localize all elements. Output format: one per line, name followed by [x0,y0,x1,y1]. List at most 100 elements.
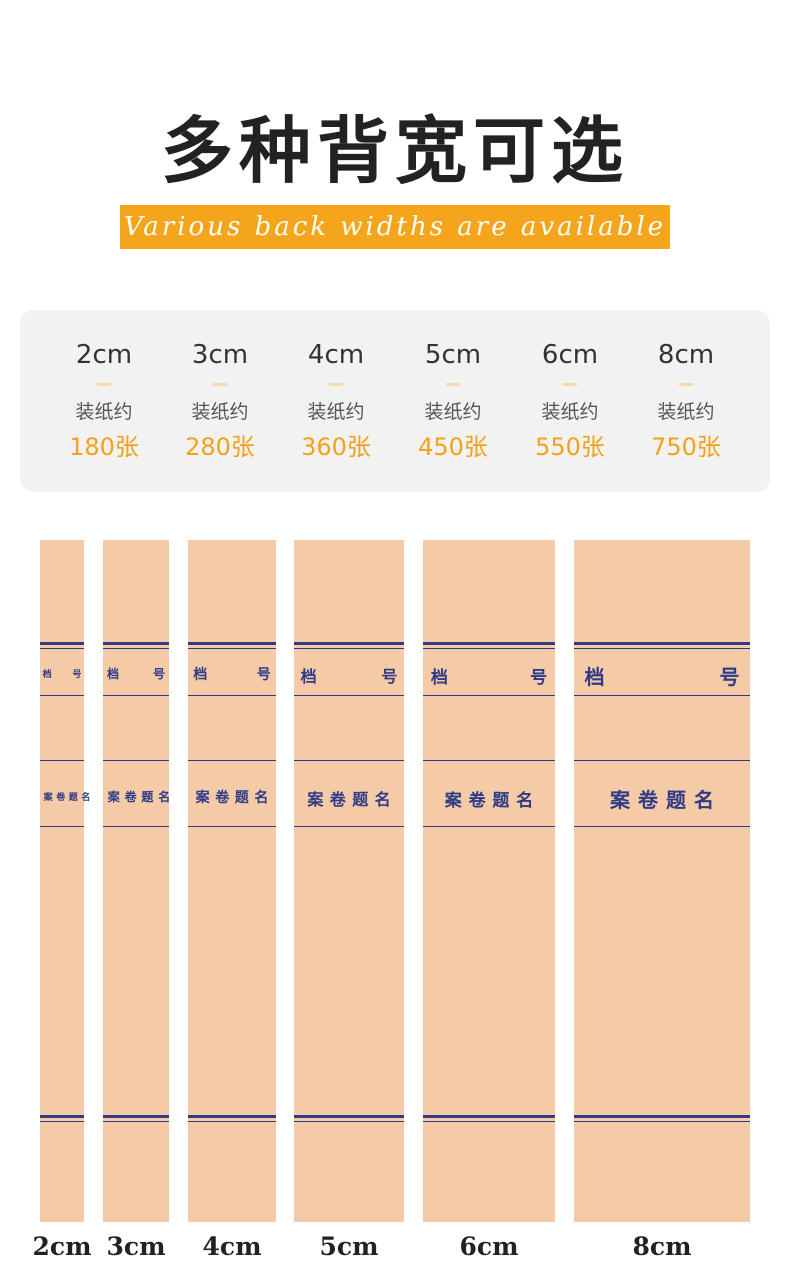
spine-line [40,695,84,696]
divider [563,383,577,386]
spine-line [40,642,84,645]
capacity-label: 装纸约 [541,401,599,423]
capacity-value: 180张 [69,433,139,461]
spine: 档 号案卷题名 [40,540,94,1222]
spine-line [423,648,555,649]
capacity-label: 装纸约 [657,401,715,423]
capacity-value: 750张 [651,433,721,461]
spine-number: 号 [530,667,548,688]
spine-width-label: 3cm [106,1232,166,1261]
width-label: 4cm [307,340,365,370]
spine-line [294,760,404,761]
spine-line [103,648,169,649]
spine-title: 案卷题名 [444,790,540,811]
spine: 档 号案卷题名 [188,540,276,1222]
width-label: 6cm [541,340,599,370]
spine-number: 号 [72,669,82,680]
spine: 档 号案卷题名 [423,540,555,1222]
spine-line [574,648,750,649]
spine-title: 案卷题名 [307,790,397,809]
spine-line [40,760,84,761]
spine-number: 号 [256,667,271,683]
spine-line [423,642,555,645]
spine-line [423,1115,555,1118]
spine-line [40,826,84,827]
capacity-label: 装纸约 [307,401,365,423]
spine-line [423,826,555,827]
spine-line [574,695,750,696]
capacity-label: 装纸约 [424,401,482,423]
spine-line [423,695,555,696]
width-label: 8cm [657,340,715,370]
spine: 档 号案卷题名 [103,540,175,1222]
spine-line [188,1115,276,1118]
spine-line [574,1121,750,1122]
spine-line [574,826,750,827]
capacity-label: 装纸约 [75,401,133,423]
spine-line [294,695,404,696]
spine-line [188,760,276,761]
subtitle-banner: Various back widths are available [120,205,670,249]
divider [446,383,460,386]
spine-line [103,1115,169,1118]
spine-archive: 档 [584,665,605,689]
capacity-value: 550张 [535,433,605,461]
spine-line [574,1115,750,1118]
capacity-value: 450张 [418,433,488,461]
spine-archive: 档 [430,667,448,688]
title: 多种背宽可选 [160,109,629,193]
spine-title: 案卷题名 [610,788,722,812]
spine-line [188,648,276,649]
capacity-value: 280张 [185,433,255,461]
spine-line [103,695,169,696]
spine-line [103,760,169,761]
spine-number: 号 [153,667,166,681]
spine: 档 号案卷题名 [574,540,750,1222]
divider [97,383,111,386]
spine-line [103,1121,169,1122]
spine-line [294,826,404,827]
spine-line [188,642,276,645]
spine-title: 案卷题名 [43,792,94,803]
capacity-value: 360张 [301,433,371,461]
spine-line [294,642,404,645]
width-label: 5cm [424,340,482,370]
spine-width-label: 5cm [319,1232,379,1261]
spine-line [423,760,555,761]
spine-line [294,1115,404,1118]
divider [679,383,693,386]
divider [329,383,343,386]
spine: 档 号案卷题名 [294,540,404,1222]
spine-line [574,760,750,761]
spine-line [40,648,84,649]
spine-line [294,1121,404,1122]
spine-width-label: 4cm [202,1232,262,1261]
spine-line [574,642,750,645]
spine-title: 案卷题名 [195,790,274,806]
spine-line [40,1115,84,1118]
spine-line [188,1121,276,1122]
spine-width-label: 6cm [459,1232,519,1261]
spine-line [188,826,276,827]
spine-line [423,1121,555,1122]
spine-width-label: 8cm [632,1232,692,1261]
width-label: 3cm [191,340,249,370]
width-label: 2cm [75,340,133,370]
spine-archive: 档 [193,667,208,683]
spine-line [294,648,404,649]
spine-width-label: 2cm [32,1232,92,1261]
divider [213,383,227,386]
spine-title: 案卷题名 [107,790,175,804]
spine-line [188,695,276,696]
capacity-label: 装纸约 [191,401,249,423]
spine-archive: 档 [106,667,119,681]
spine-line [40,1121,84,1122]
spine-archive: 档 [300,667,317,686]
spine-line [103,826,169,827]
spine-number: 号 [381,667,398,686]
options-card [20,310,770,492]
spine-line [103,642,169,645]
spine-archive: 档 [42,669,52,680]
spine-number: 号 [719,665,740,689]
